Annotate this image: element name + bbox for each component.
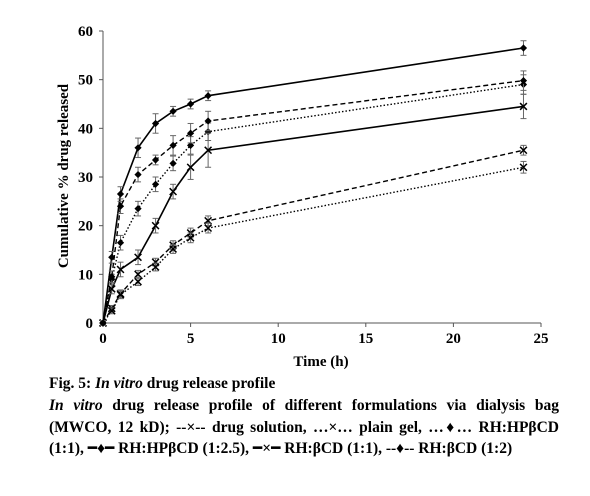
series-1-point-6 [186, 233, 195, 242]
y-axis-title: Cumulative % drug released [56, 83, 72, 268]
series-1-point-8 [519, 163, 528, 172]
axes: 0 5 10 15 20 25 0 10 20 30 40 50 60 [78, 24, 549, 347]
series-3-point-5 [169, 107, 177, 115]
series-3-point-1 [108, 253, 116, 261]
x-tick-label-4: 20 [446, 331, 461, 347]
series-1-point-1 [107, 306, 116, 315]
series-5-point-1 [108, 273, 116, 281]
series-4-point-4 [151, 221, 160, 230]
y-tick-label-1: 10 [78, 267, 93, 283]
y-tick-label-0: 0 [86, 316, 94, 332]
series-5-point-0 [99, 319, 107, 327]
series-5-point-8 [519, 77, 528, 85]
series-1-point-3 [134, 277, 142, 286]
y-tick-label-5: 50 [78, 73, 93, 89]
x-tick-label-1: 5 [187, 331, 195, 347]
series-4-point-5 [169, 187, 178, 196]
series-1-point-4 [151, 263, 160, 271]
series-2-point-6 [187, 141, 195, 149]
series-0 [99, 144, 528, 327]
series-1-point-5 [169, 245, 178, 253]
series-5-point-2 [116, 202, 125, 210]
x-tick-label-2: 10 [271, 331, 286, 347]
series-3-point-6 [187, 100, 195, 108]
series-3-point-4 [151, 119, 160, 128]
series-5-point-6 [187, 129, 195, 137]
series-3-point-7 [204, 92, 212, 100]
series-0-point-8 [519, 146, 528, 155]
x-tick-label-0: 0 [99, 331, 107, 347]
series-1-line [102, 166, 524, 324]
series-1-point-7 [204, 224, 213, 233]
series-4-point-8 [519, 102, 528, 111]
figure-description-rest: drug release profile of different formul… [49, 397, 559, 457]
figure-title-italic: In vitro [95, 375, 143, 392]
release-profile-chart: 0 5 10 15 20 25 0 10 20 30 40 50 60 Time (h) Cumulat… [56, 24, 549, 370]
y-tick-label-6: 60 [78, 24, 93, 40]
figure-title-prefix: Fig. 5: [49, 375, 96, 392]
series-2-point-2 [116, 239, 125, 247]
series-5-point-7 [204, 117, 212, 125]
series-4-point-2 [116, 265, 125, 274]
series-0-line [102, 149, 524, 324]
y-tick-label-2: 20 [78, 219, 93, 235]
series-4 [99, 93, 528, 327]
series-layer [99, 40, 528, 327]
series-5-point-3 [134, 170, 142, 179]
series-2 [99, 74, 528, 327]
series-3 [99, 40, 528, 327]
series-5-point-4 [151, 156, 160, 164]
series-4-point-6 [186, 163, 195, 172]
series-2-point-5 [169, 159, 177, 167]
series-1-point-2 [116, 290, 125, 299]
figure-title-rest: drug release profile [142, 375, 276, 392]
x-axis-title: Time (h) [293, 354, 348, 370]
series-5 [99, 70, 528, 327]
figure-description-italic: In vitro [49, 397, 103, 414]
x-tick-label-3: 15 [358, 331, 373, 347]
series-0-point-3 [134, 270, 142, 279]
series-4-point-7 [204, 146, 213, 155]
y-tick-label-3: 30 [78, 170, 93, 186]
series-4-point-3 [134, 253, 142, 262]
series-3-point-2 [116, 190, 125, 198]
series-3-point-8 [519, 44, 528, 52]
figure-title: Fig. 5: In vitro drug release profile [49, 373, 559, 395]
y-tick-label-4: 40 [78, 121, 93, 137]
series-2-point-4 [151, 180, 160, 188]
series-4-line [102, 105, 524, 324]
series-1 [99, 160, 528, 327]
series-3-point-3 [134, 144, 142, 152]
series-2-point-3 [134, 205, 142, 213]
figure-description: In vitro drug release profile of differe… [49, 395, 559, 460]
x-tick-label-5: 25 [534, 331, 549, 347]
series-5-point-5 [169, 141, 177, 149]
